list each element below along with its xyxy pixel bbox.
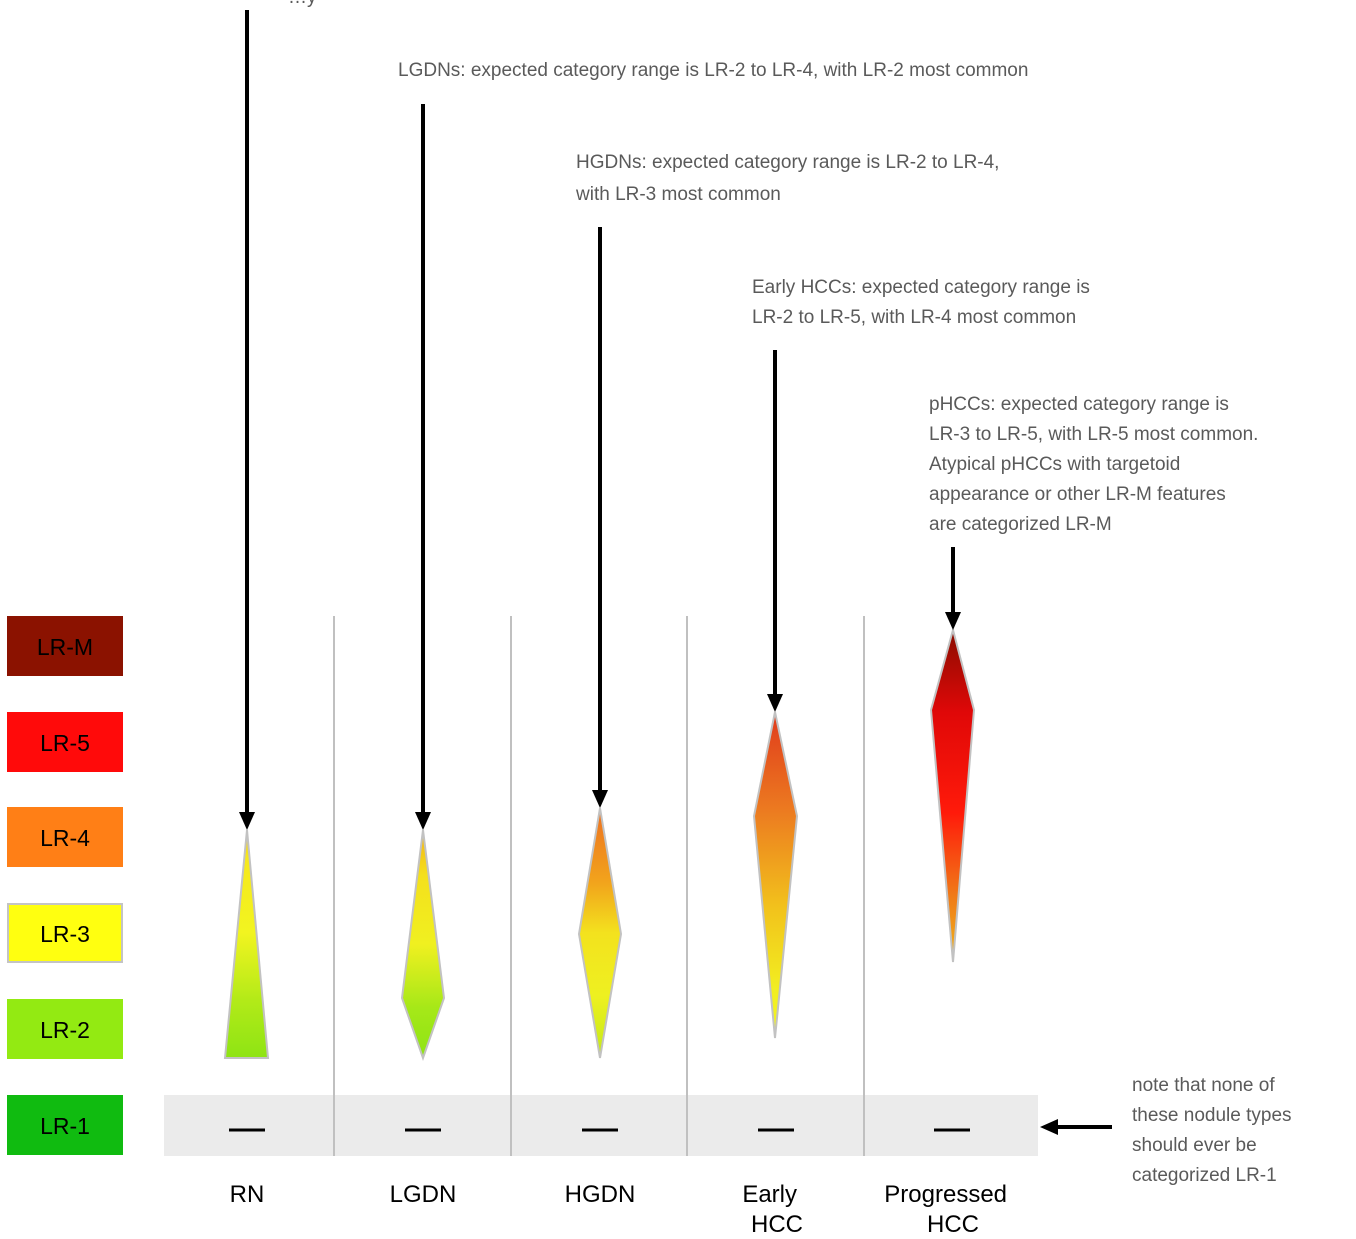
rn-arrowhead <box>239 812 255 830</box>
phcc-arrowhead <box>945 612 961 630</box>
category-label-lr-4: LR-4 <box>40 825 90 851</box>
category-box-lr-2 <box>7 999 123 1059</box>
lgdn-arrowhead <box>415 812 431 830</box>
column-labels: RN LGDN HGDN Early HCC Progressed HCC <box>230 1181 1013 1238</box>
column-dividers <box>333 616 865 1156</box>
lr1-note: note that none of these nodule types sho… <box>1132 1075 1297 1186</box>
column-label-rn: RN <box>230 1181 265 1208</box>
early-hcc-arrowhead <box>767 694 783 712</box>
category-box-lr-m <box>7 616 123 676</box>
rn-annotation: …y <box>288 0 317 8</box>
category-label-lr-1: LR-1 <box>40 1113 90 1139</box>
phcc-range-shape <box>929 626 976 963</box>
lgdn-range-shape <box>400 829 446 1062</box>
category-label-lr-m: LR-M <box>37 634 93 660</box>
category-box-lr-1 <box>7 1095 123 1155</box>
column-label-early-hcc: Early HCC <box>742 1181 803 1238</box>
arrows <box>239 10 1112 1135</box>
category-box-lr-5 <box>7 712 123 772</box>
column-label-lgdn: LGDN <box>390 1181 457 1208</box>
early-hcc-annotation: Early HCCs: expected category range is L… <box>752 277 1095 328</box>
hgdn-annotation: HGDNs: expected category range is LR-2 t… <box>575 152 1005 205</box>
hgdn-range-shape <box>577 807 623 1059</box>
category-box-lr-3 <box>7 903 123 963</box>
early-hcc-range-shape <box>752 711 799 1039</box>
lr1-note-arrowhead <box>1040 1119 1058 1135</box>
lgdn-annotation: LGDNs: expected category range is LR-2 t… <box>398 60 1028 81</box>
phcc-annotation: pHCCs: expected category range is LR-3 t… <box>929 394 1264 535</box>
category-label-lr-5: LR-5 <box>40 730 90 756</box>
lr1-band <box>164 1095 1038 1156</box>
column-label-phcc: Progressed HCC <box>884 1181 1013 1238</box>
rn-range-shape <box>223 829 270 1059</box>
category-legend: LR-M LR-5 LR-4 LR-3 LR-2 LR-1 <box>7 616 123 1155</box>
category-box-lr-4 <box>7 807 123 867</box>
hgdn-arrowhead <box>592 790 608 808</box>
column-label-hgdn: HGDN <box>565 1181 636 1208</box>
category-label-lr-2: LR-2 <box>40 1017 90 1043</box>
category-label-lr-3: LR-3 <box>40 921 90 947</box>
